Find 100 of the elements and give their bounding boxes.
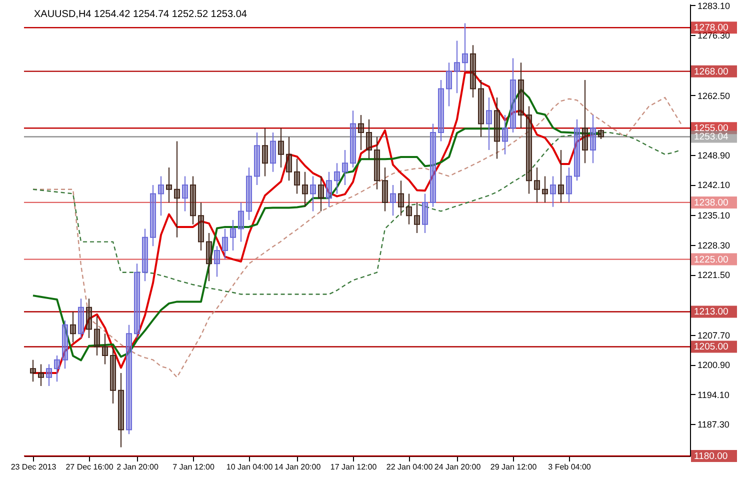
candlestick [478, 80, 484, 138]
y-tick-label: 1221.50 [698, 270, 730, 280]
candlestick [398, 180, 404, 216]
candlestick [414, 202, 420, 234]
candlestick [46, 364, 52, 387]
ref-line-label: 1213.00 [694, 306, 728, 318]
candlestick [510, 58, 516, 134]
candlestick [350, 110, 356, 168]
candlestick [374, 136, 380, 190]
y-tick-label: 1242.10 [698, 180, 730, 190]
y-tick-label: 1235.10 [698, 210, 730, 221]
candlestick [598, 128, 604, 140]
candlestick [430, 123, 436, 208]
candlestick [518, 62, 524, 129]
candlestick [366, 118, 372, 160]
candlestick [94, 316, 100, 356]
candlestick [574, 118, 580, 182]
y-tick-label: 1283.10 [698, 0, 730, 11]
candlestick [358, 114, 364, 151]
candlestick [134, 263, 140, 338]
candlestick [222, 228, 228, 260]
ref-line-label: 1238.00 [694, 197, 728, 208]
candlestick [438, 80, 444, 142]
ref-line-label: 1205.00 [694, 342, 728, 353]
x-tick-label: 29 Jan 12:00 [490, 462, 538, 472]
candlestick [110, 346, 116, 404]
candlestick [390, 184, 396, 216]
text: XAUUSD,H4 1254.42 1254.74 1252.52 1253.04 [34, 9, 248, 20]
candlestick [582, 80, 588, 164]
candlestick [318, 176, 324, 212]
candlestick [310, 176, 316, 212]
candlestick [246, 166, 252, 220]
candlestick [262, 128, 268, 177]
candlestick [494, 97, 500, 160]
y-tick-label: 1207.70 [698, 330, 730, 340]
candlestick [382, 166, 388, 212]
candlestick [62, 320, 68, 370]
ref-line-label: 1268.00 [694, 66, 728, 78]
ref-line-label: 1255.00 [694, 123, 728, 134]
x-tick-label: 7 Jan 12:00 [172, 462, 215, 472]
candlestick [166, 166, 172, 203]
candlestick [302, 171, 308, 208]
y-tick-label: 1200.90 [698, 360, 730, 370]
candlestick [206, 232, 212, 282]
candlestick [174, 140, 180, 238]
candlestick [534, 166, 540, 203]
x-tick-label: 10 Jan 04:00 [226, 462, 274, 472]
candlestick [590, 114, 596, 164]
candlestick [542, 176, 548, 203]
y-tick-label: 1194.10 [698, 390, 730, 400]
y-tick-label: 1187.30 [698, 420, 730, 430]
candlestick [294, 158, 300, 194]
x-tick-label: 14 Jan 20:00 [274, 462, 322, 472]
candlestick [190, 176, 196, 225]
candlestick [198, 202, 204, 252]
candlestick [326, 171, 332, 208]
x-tick-label: 2 Jan 20:00 [116, 462, 159, 472]
candlestick [486, 97, 492, 151]
candlestick [558, 150, 564, 203]
candlestick [102, 333, 108, 365]
candlestick [30, 359, 36, 382]
x-tick-label: 22 Jan 04:00 [386, 462, 434, 472]
candlestick [86, 298, 92, 338]
candlestick [470, 44, 476, 98]
candlestick [78, 298, 84, 338]
candlestick [406, 193, 412, 225]
candlestick [286, 136, 292, 182]
candlestick [118, 372, 124, 448]
x-tick-label: 27 Dec 16:00 [66, 462, 114, 472]
ref-line-label: 1180.00 [694, 451, 728, 462]
y-tick-label: 1248.90 [698, 150, 730, 160]
candlestick [254, 132, 260, 186]
x-tick-label: 3 Feb 04:00 [548, 462, 592, 472]
candlestick [54, 354, 60, 382]
candlestick [70, 311, 76, 343]
y-tick-label: 1262.50 [698, 90, 730, 101]
candlestick [550, 176, 556, 208]
candlestick [158, 176, 164, 216]
candlestick [462, 22, 468, 72]
candlestick [38, 364, 44, 387]
ref-line-label: 1253.04 [694, 132, 728, 143]
candlestick [150, 184, 156, 247]
candlestick [238, 202, 244, 242]
line-series [32, 96, 682, 378]
candlestick [422, 193, 428, 234]
candlestick [142, 228, 148, 282]
candlestick [566, 166, 572, 203]
candlestick [454, 40, 460, 94]
candlestick [342, 150, 348, 186]
candlestick [182, 176, 188, 212]
candlestick [502, 114, 508, 155]
x-tick-label: 17 Jan 12:00 [330, 462, 378, 472]
y-tick-label: 1228.30 [698, 240, 730, 250]
x-tick-label: 24 Jan 20:00 [434, 462, 482, 472]
candlestick [278, 128, 284, 168]
candlestick [214, 246, 220, 278]
x-tick-label: 23 Dec 2013 [10, 462, 57, 472]
ref-line-label: 1225.00 [694, 254, 728, 266]
candlestick [526, 106, 532, 194]
candlestick [126, 324, 132, 435]
